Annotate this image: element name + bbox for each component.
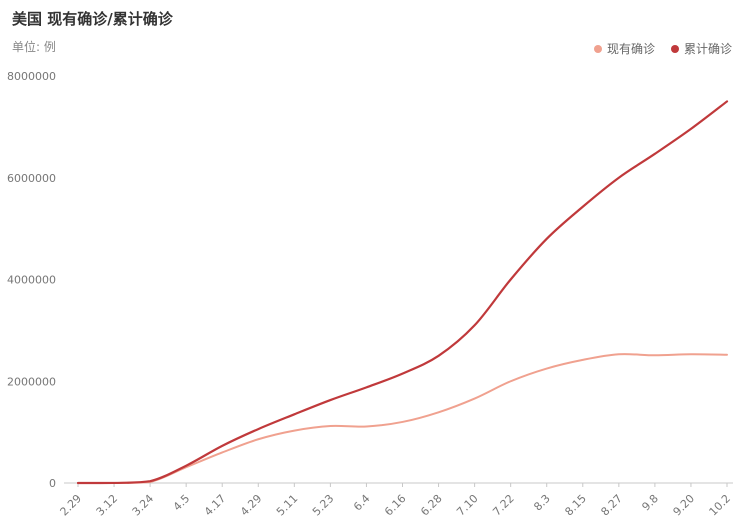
series-line-current[interactable] [77,353,728,484]
x-tick-label: 6.16 [382,492,409,519]
x-tick-label: 4.29 [238,492,265,519]
y-tick-label: 2000000 [7,375,56,388]
x-axis: 2.29 3.12 3.24 4.5 4.17 4.29 5.11 5.23 6.4 6.16 6.… [58,482,734,519]
legend-label-current: 现有确诊 [606,42,655,56]
legend-dot-total [670,44,679,53]
legend-item-current[interactable]: 现有确诊 [593,40,655,57]
x-tick-label: 2.29 [58,492,85,519]
y-tick-label: 6000000 [7,172,56,185]
x-tick-label: 6.28 [418,492,445,519]
x-tick-label: 10.2 [707,492,734,519]
x-tick-label: 8.15 [562,492,589,519]
x-tick-label: 3.12 [94,492,121,519]
legend: 现有确诊 累计确诊 [593,40,732,57]
series-lines [76,100,729,485]
legend-item-total[interactable]: 累计确诊 [670,40,732,57]
x-tick-label: 6.4 [351,492,373,514]
x-tick-label: 3.24 [130,492,157,519]
x-tick-label: 9.8 [639,492,661,514]
x-tick-label: 4.17 [202,492,229,519]
x-tick-label: 5.11 [274,492,301,519]
series-line-total[interactable] [76,100,729,485]
x-tick-label: 9.20 [671,492,698,519]
y-tick-label: 0 [49,477,56,490]
legend-dot-current [593,44,602,53]
unit-label: 单位: 例 [12,40,56,54]
y-tick-label: 4000000 [7,274,56,287]
x-tick-label: 8.3 [531,492,553,514]
chart-title: 美国 现有确诊/累计确诊 [12,10,173,28]
legend-label-total: 累计确诊 [683,42,732,56]
y-tick-label: 8000000 [7,70,56,83]
x-tick-label: 7.10 [454,492,481,519]
x-tick-label: 8.27 [598,492,625,519]
y-axis: 0 2000000 4000000 6000000 8000000 [7,70,56,490]
x-tick-label: 7.22 [490,492,517,519]
x-tick-label: 4.5 [171,492,193,514]
x-tick-label: 5.23 [310,492,337,519]
